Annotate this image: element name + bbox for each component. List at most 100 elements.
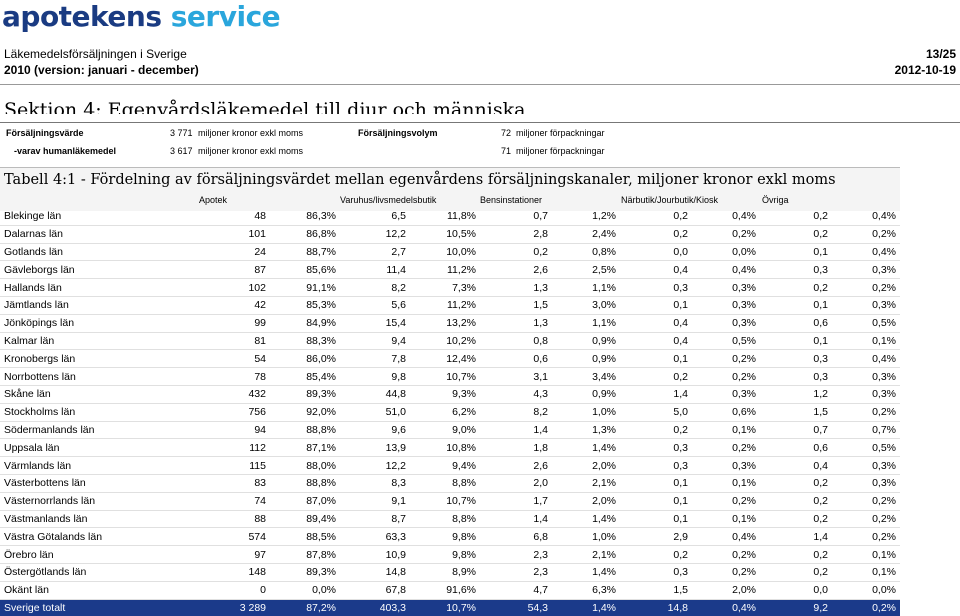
value-cell: 15,4 (340, 314, 410, 333)
region-cell: Värmlands län (0, 456, 196, 475)
value-cell: 0,1 (760, 332, 832, 351)
value-cell: 0 (196, 581, 270, 600)
value-cell: 87,0% (270, 492, 340, 511)
value-cell: 0,2% (832, 225, 900, 244)
value-cell: 0,1% (692, 421, 760, 440)
value-cell: 2,6 (480, 456, 552, 475)
value-cell: 0,2% (832, 403, 900, 422)
value-cell: 0,6 (480, 349, 552, 369)
value-cell: 0,2 (760, 545, 832, 564)
table-row: Västra Götalands län 574 88,5% 63,3 9,8% 6,8 1… (0, 527, 900, 547)
value-cell: 86,8% (270, 225, 340, 244)
table-row: Gävleborgs län 87 85,6% 11,4 11,2% 2,6 2,5% 0,4… (0, 260, 900, 280)
value-cell: 11,2% (410, 296, 480, 315)
value-cell: 1,0% (552, 403, 620, 422)
value-unit: miljoner kronor exkl moms (198, 128, 304, 138)
value-cell: 63,3 (340, 527, 410, 547)
value-cell: 0,3% (832, 260, 900, 280)
region-cell: Västmanlands län (0, 510, 196, 529)
value-cell: 12,4% (410, 349, 480, 369)
sales-channel-table: Blekinge län 48 86,3% 6,5 11,8% 0,7 1,2% 0,2 0,4… (0, 208, 900, 616)
value-cell: 0,3% (832, 385, 900, 404)
value-cell: 0,4 (620, 314, 692, 333)
value-cell: 0,3% (832, 456, 900, 475)
value-cell: 0,2% (832, 492, 900, 511)
value-cell: 9,6 (340, 421, 410, 440)
value-cell: 42 (196, 296, 270, 315)
value-cell: 6,8 (480, 527, 552, 547)
value-cell: 0,3 (620, 438, 692, 458)
table-row: Värmlands län 115 88,0% 12,2 9,4% 2,6 2,0% 0,3 0… (0, 456, 900, 475)
value-cell: 7,8 (340, 349, 410, 369)
value-cell: 9,1 (340, 492, 410, 511)
value-cell: 6,3% (552, 581, 620, 600)
value-cell: 0,4 (620, 332, 692, 351)
value-cell: 7,3% (410, 278, 480, 297)
region-cell: Västernorrlands län (0, 492, 196, 511)
value-cell: 0,7 (480, 208, 552, 226)
value-cell: 2,0% (692, 581, 760, 600)
value-cell: 0,0% (692, 243, 760, 262)
value-cell: 148 (196, 563, 270, 582)
value-cell: 10,2% (410, 332, 480, 351)
value-cell: 0,9% (552, 332, 620, 351)
value-cell: 0,2 (620, 225, 692, 244)
value-cell: 67,8 (340, 581, 410, 600)
value-cell: 5,0 (620, 403, 692, 422)
value-cell: 89,4% (270, 510, 340, 529)
value-cell: 10,0% (410, 243, 480, 262)
region-cell: Östergötlands län (0, 563, 196, 582)
value-cell: 2,3 (480, 563, 552, 582)
value-cell: 756 (196, 403, 270, 422)
table-row: Örebro län 97 87,8% 10,9 9,8% 2,3 2,1% 0,2 0,2% 0… (0, 545, 900, 564)
value-cell: 83 (196, 474, 270, 493)
value-cell: 8,3 (340, 474, 410, 493)
report-subtitle: 2010 (version: januari - december) (4, 63, 199, 77)
value-cell: 97 (196, 545, 270, 564)
value-cell: 8,7 (340, 510, 410, 529)
value-cell: 0,2% (692, 545, 760, 564)
value-cell: 0,4% (692, 208, 760, 226)
value-cell: 1,4 (480, 510, 552, 529)
value-cell: 5,6 (340, 296, 410, 315)
value-cell: 0,4% (832, 243, 900, 262)
value-cell: 0,1% (832, 545, 900, 564)
value-cell: 13,2% (410, 314, 480, 333)
value-cell: 0,1% (692, 510, 760, 529)
value-cell: 8,9% (410, 563, 480, 582)
value-cell: 92,0% (270, 403, 340, 422)
value-cell: 0,0 (620, 243, 692, 262)
value-cell: 0,2% (692, 349, 760, 369)
value-cell: 0,8% (552, 243, 620, 262)
value-cell: 86,0% (270, 349, 340, 369)
value-cell: 10,8% (410, 438, 480, 458)
value-cell: 2,3 (480, 545, 552, 564)
value-cell: 13,9 (340, 438, 410, 458)
value-cell: 4,3 (480, 385, 552, 404)
value-cell: 115 (196, 456, 270, 475)
value-cell: 0,3 (620, 456, 692, 475)
value-cell: 403,3 (340, 599, 410, 616)
value-cell: 85,3% (270, 296, 340, 315)
value-cell: 9,4% (410, 456, 480, 475)
value-cell: 0,1% (832, 563, 900, 582)
value-cell: 9,8 (340, 367, 410, 386)
value-cell: 0,5% (832, 438, 900, 458)
value-cell: 0,2 (760, 278, 832, 297)
value-cell: 88,7% (270, 243, 340, 262)
value-cell: 1,2% (552, 208, 620, 226)
value-cell: 0,7 (760, 421, 832, 440)
value-cell: 10,5% (410, 225, 480, 244)
value-cell: 0,2 (760, 474, 832, 493)
table-header-band (0, 167, 900, 211)
column-header-ovriga: Övriga (762, 195, 789, 205)
value-cell: 1,8 (480, 438, 552, 458)
value-cell: 2,1% (552, 474, 620, 493)
value-cell: 0,3% (692, 296, 760, 315)
value-cell: 1,3 (480, 278, 552, 297)
table-row: Östergötlands län 148 89,3% 14,8 8,9% 2,3 1,4%… (0, 563, 900, 582)
value-cell: 1,4 (620, 385, 692, 404)
table-row: Jämtlands län 42 85,3% 5,6 11,2% 1,5 3,0% 0,1 0,… (0, 296, 900, 315)
value-cell: 0,4% (692, 527, 760, 547)
value-cell: 0,2 (620, 208, 692, 226)
